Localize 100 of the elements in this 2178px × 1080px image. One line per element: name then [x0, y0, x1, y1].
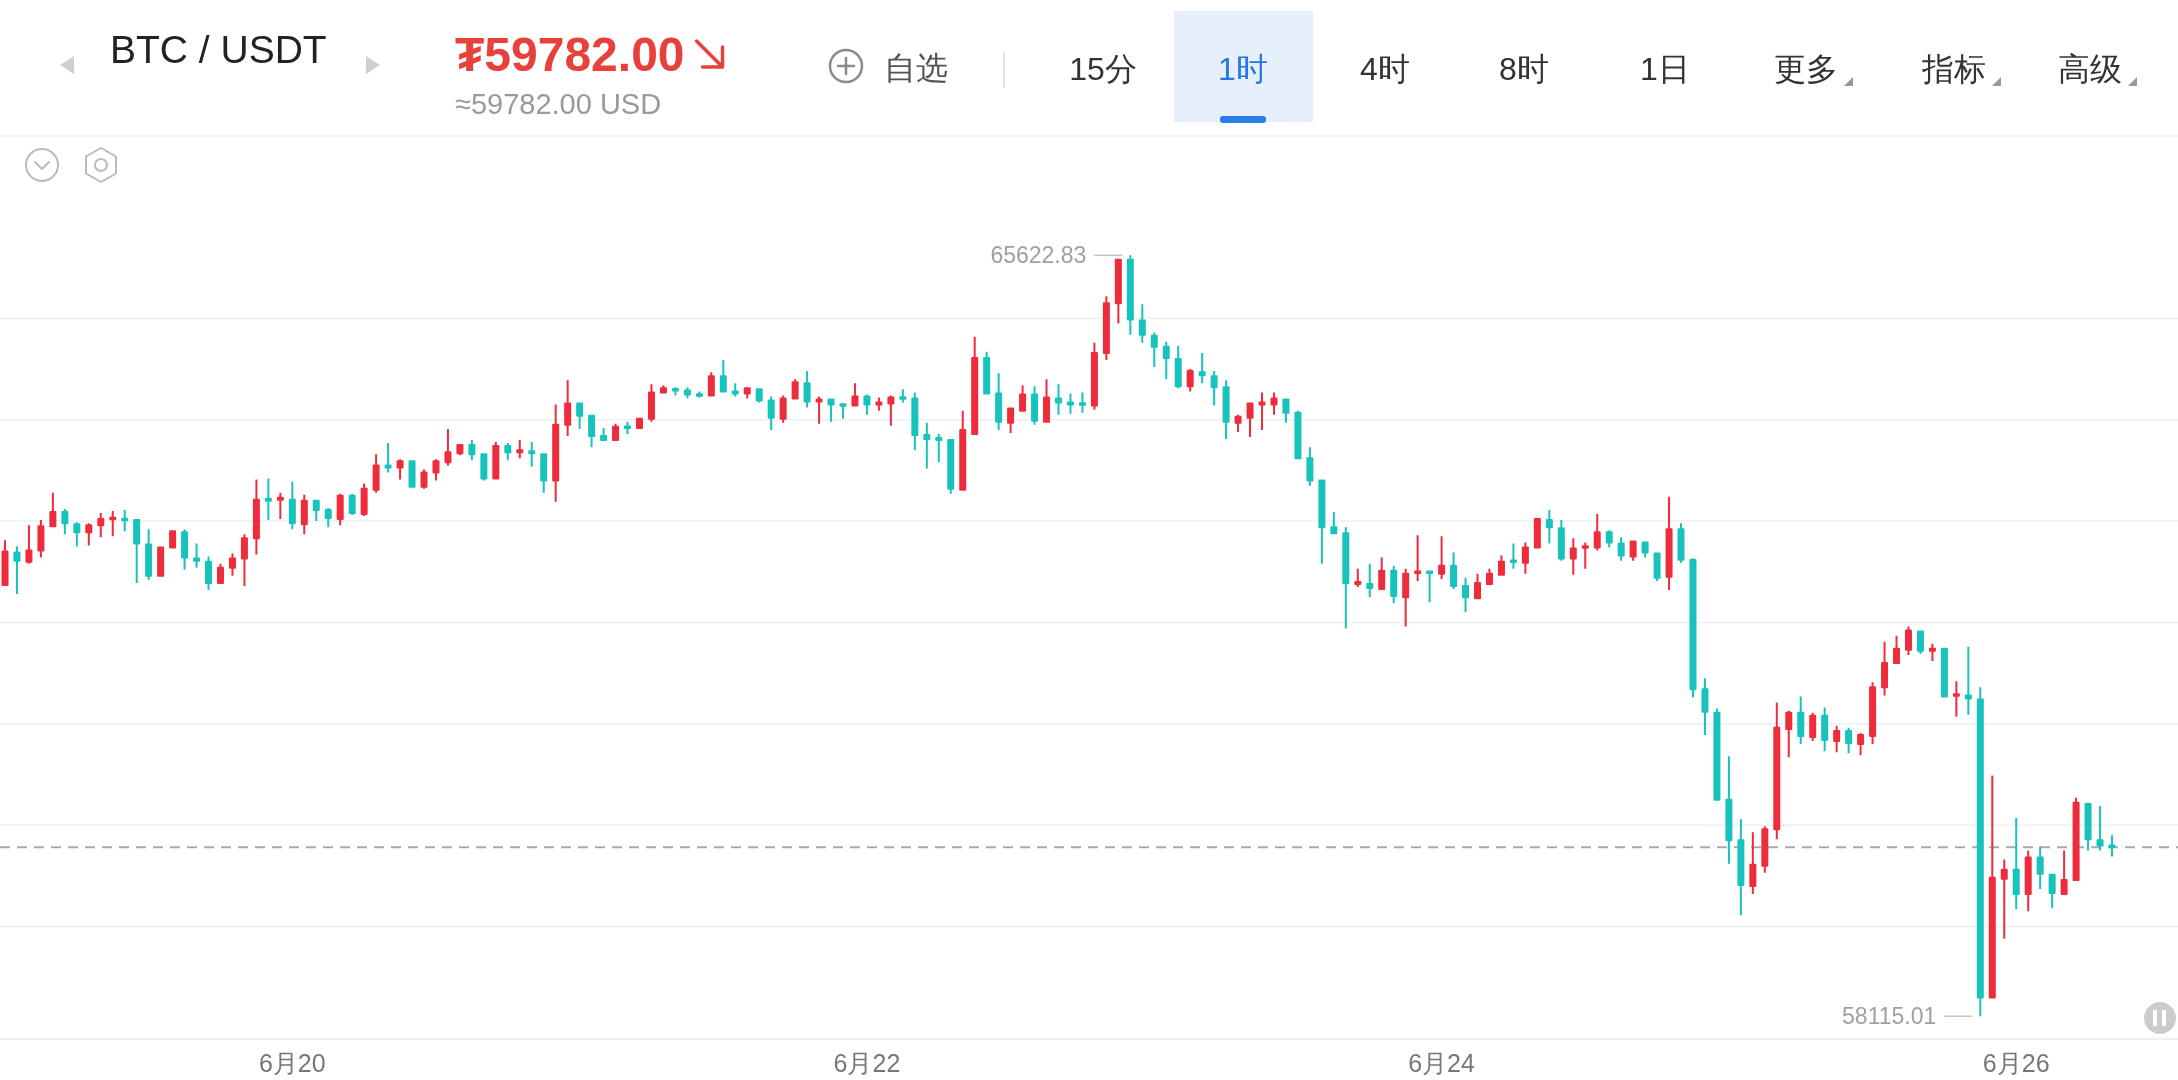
candlestick	[264, 477, 272, 522]
candlestick	[37, 519, 45, 559]
candlestick	[899, 388, 907, 404]
candlestick	[983, 350, 991, 396]
candlestick	[1497, 554, 1505, 576]
candlestick	[1521, 541, 1529, 575]
candlestick	[779, 394, 787, 424]
candlestick	[25, 524, 33, 565]
chart-title: BTC / USDT	[110, 28, 327, 71]
candlestick	[1545, 508, 1553, 545]
candlestick	[1007, 407, 1015, 434]
candlestick	[803, 370, 811, 409]
candlestick	[468, 439, 476, 462]
candlestick	[336, 492, 344, 527]
candlestick	[1581, 541, 1589, 570]
candlestick	[1, 539, 9, 587]
candlestick	[516, 439, 524, 460]
candlestick	[157, 545, 165, 578]
candlestick	[1318, 479, 1326, 565]
candlestick	[923, 421, 931, 470]
candlestick	[240, 533, 248, 587]
candlestick	[863, 393, 871, 416]
text: 指标	[1921, 51, 1986, 87]
candlestick	[480, 452, 488, 482]
candlestick	[576, 401, 584, 430]
candlestick	[205, 555, 213, 592]
candlestick	[1904, 625, 1912, 656]
candlestick	[887, 394, 895, 427]
candlestick	[1306, 446, 1314, 487]
text: 8时	[1499, 51, 1549, 87]
candlestick	[827, 398, 835, 423]
candlestick	[1342, 526, 1350, 630]
candlestick	[1174, 344, 1182, 390]
candlestick	[1617, 536, 1625, 562]
candlestick	[73, 521, 81, 548]
candlestick	[372, 453, 380, 494]
candlestick	[1210, 370, 1218, 407]
candlestick	[971, 335, 979, 435]
candlestick	[731, 382, 739, 398]
candlestick	[1102, 295, 1110, 361]
candlestick	[875, 396, 883, 412]
candlestick	[1330, 511, 1338, 535]
candlestick	[1869, 681, 1877, 746]
candlestick	[1450, 551, 1458, 591]
candlestick	[2084, 802, 2092, 852]
candlestick	[1893, 634, 1901, 664]
candlestick	[384, 442, 392, 474]
candlestick	[600, 426, 608, 443]
candlestick	[1438, 535, 1446, 580]
candlestick	[1557, 519, 1565, 562]
candlestick	[1737, 818, 1745, 917]
candlestick	[1665, 495, 1673, 592]
text: ₮59782.00	[455, 28, 685, 81]
candlestick	[492, 441, 500, 481]
candlestick	[1509, 542, 1517, 570]
candlestick	[504, 442, 512, 462]
candlestick	[1593, 513, 1601, 552]
candlestick	[1785, 709, 1793, 759]
text: 1日	[1640, 51, 1690, 87]
candlestick	[145, 528, 153, 581]
candlestick	[348, 492, 356, 517]
x-tick-label: 6月20	[258, 1049, 326, 1077]
candlestick	[456, 443, 464, 457]
candlestick	[564, 379, 572, 437]
text: 15分	[1069, 51, 1137, 87]
candlestick	[1426, 569, 1434, 604]
candlestick	[1354, 567, 1362, 588]
candlestick	[1749, 831, 1757, 896]
candlestick	[695, 390, 703, 399]
candlestick	[1677, 522, 1685, 564]
candlestick	[1402, 567, 1410, 628]
candlestick	[1390, 564, 1398, 605]
candlestick	[312, 498, 320, 523]
candlestick	[528, 441, 536, 468]
candlestick	[2048, 873, 2056, 910]
candlestick	[1114, 257, 1122, 325]
candlestick	[1964, 645, 1972, 716]
candlestick	[755, 388, 763, 404]
candlestick	[1653, 551, 1661, 582]
candlestick	[1569, 537, 1577, 576]
candlestick	[324, 506, 332, 529]
candlestick	[49, 491, 57, 529]
candlestick	[959, 409, 967, 491]
candlestick	[2108, 834, 2116, 858]
candlestick	[1916, 629, 1924, 655]
candlestick	[169, 529, 177, 550]
candlestick	[743, 386, 751, 400]
candlestick	[935, 432, 943, 464]
candlestick	[1988, 774, 1996, 999]
candlestick	[1270, 391, 1278, 416]
candlestick	[85, 522, 93, 547]
candlestick	[719, 358, 727, 394]
candlestick	[911, 391, 919, 452]
candlestick	[671, 386, 679, 397]
candlestick	[815, 395, 823, 425]
candlestick	[2096, 804, 2104, 852]
candlestick	[1462, 576, 1470, 614]
candlestick	[13, 545, 21, 596]
x-tick-label: 6月24	[1408, 1049, 1476, 1077]
candlestick	[1605, 529, 1613, 549]
